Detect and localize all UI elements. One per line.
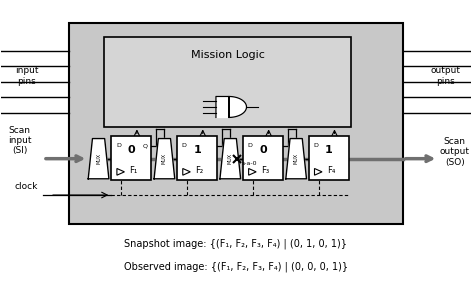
Text: F₃: F₃	[261, 166, 269, 175]
Bar	[104, 37, 351, 126]
Polygon shape	[220, 139, 241, 179]
Text: D: D	[116, 143, 121, 148]
Text: s-a-0: s-a-0	[242, 162, 257, 166]
Text: MUX: MUX	[96, 153, 101, 164]
Text: F₄: F₄	[327, 166, 336, 175]
Text: D: D	[314, 143, 319, 148]
Text: Mission Logic: Mission Logic	[191, 50, 264, 60]
Text: 1: 1	[325, 145, 333, 155]
Bar	[111, 136, 151, 180]
Polygon shape	[88, 139, 109, 179]
Text: output
pins: output pins	[430, 67, 460, 86]
Text: D: D	[248, 143, 253, 148]
Text: 0: 0	[128, 145, 135, 155]
Text: Snapshot image: {(F₁, F₂, F₃, F₄) | (0, 1, 0, 1)}: Snapshot image: {(F₁, F₂, F₃, F₄) | (0, …	[125, 239, 347, 249]
Polygon shape	[183, 169, 190, 175]
Text: Q: Q	[143, 143, 147, 148]
Text: MUX: MUX	[162, 153, 167, 164]
Polygon shape	[314, 169, 322, 175]
Polygon shape	[286, 139, 307, 179]
Text: MUX: MUX	[294, 153, 299, 164]
Text: 1: 1	[193, 145, 201, 155]
Text: Observed image: {(F₁, F₂, F₃, F₄) | (0, 0, 0, 1)}: Observed image: {(F₁, F₂, F₃, F₄) | (0, …	[124, 261, 348, 271]
Bar	[177, 136, 217, 180]
Text: input
pins: input pins	[15, 67, 38, 86]
Text: Scan
output
(SO): Scan output (SO)	[440, 137, 470, 167]
Polygon shape	[249, 169, 256, 175]
Polygon shape	[117, 169, 125, 175]
Text: MUX: MUX	[228, 153, 233, 164]
Bar	[243, 136, 283, 180]
Polygon shape	[216, 96, 246, 117]
Text: F₂: F₂	[195, 166, 203, 175]
Text: Scan
input
(SI): Scan input (SI)	[8, 126, 31, 155]
Bar	[69, 23, 403, 225]
Text: 0: 0	[259, 145, 267, 155]
Text: clock: clock	[15, 182, 38, 191]
Text: D: D	[182, 143, 187, 148]
Text: F₁: F₁	[129, 166, 138, 175]
Bar	[309, 136, 349, 180]
Polygon shape	[154, 139, 175, 179]
